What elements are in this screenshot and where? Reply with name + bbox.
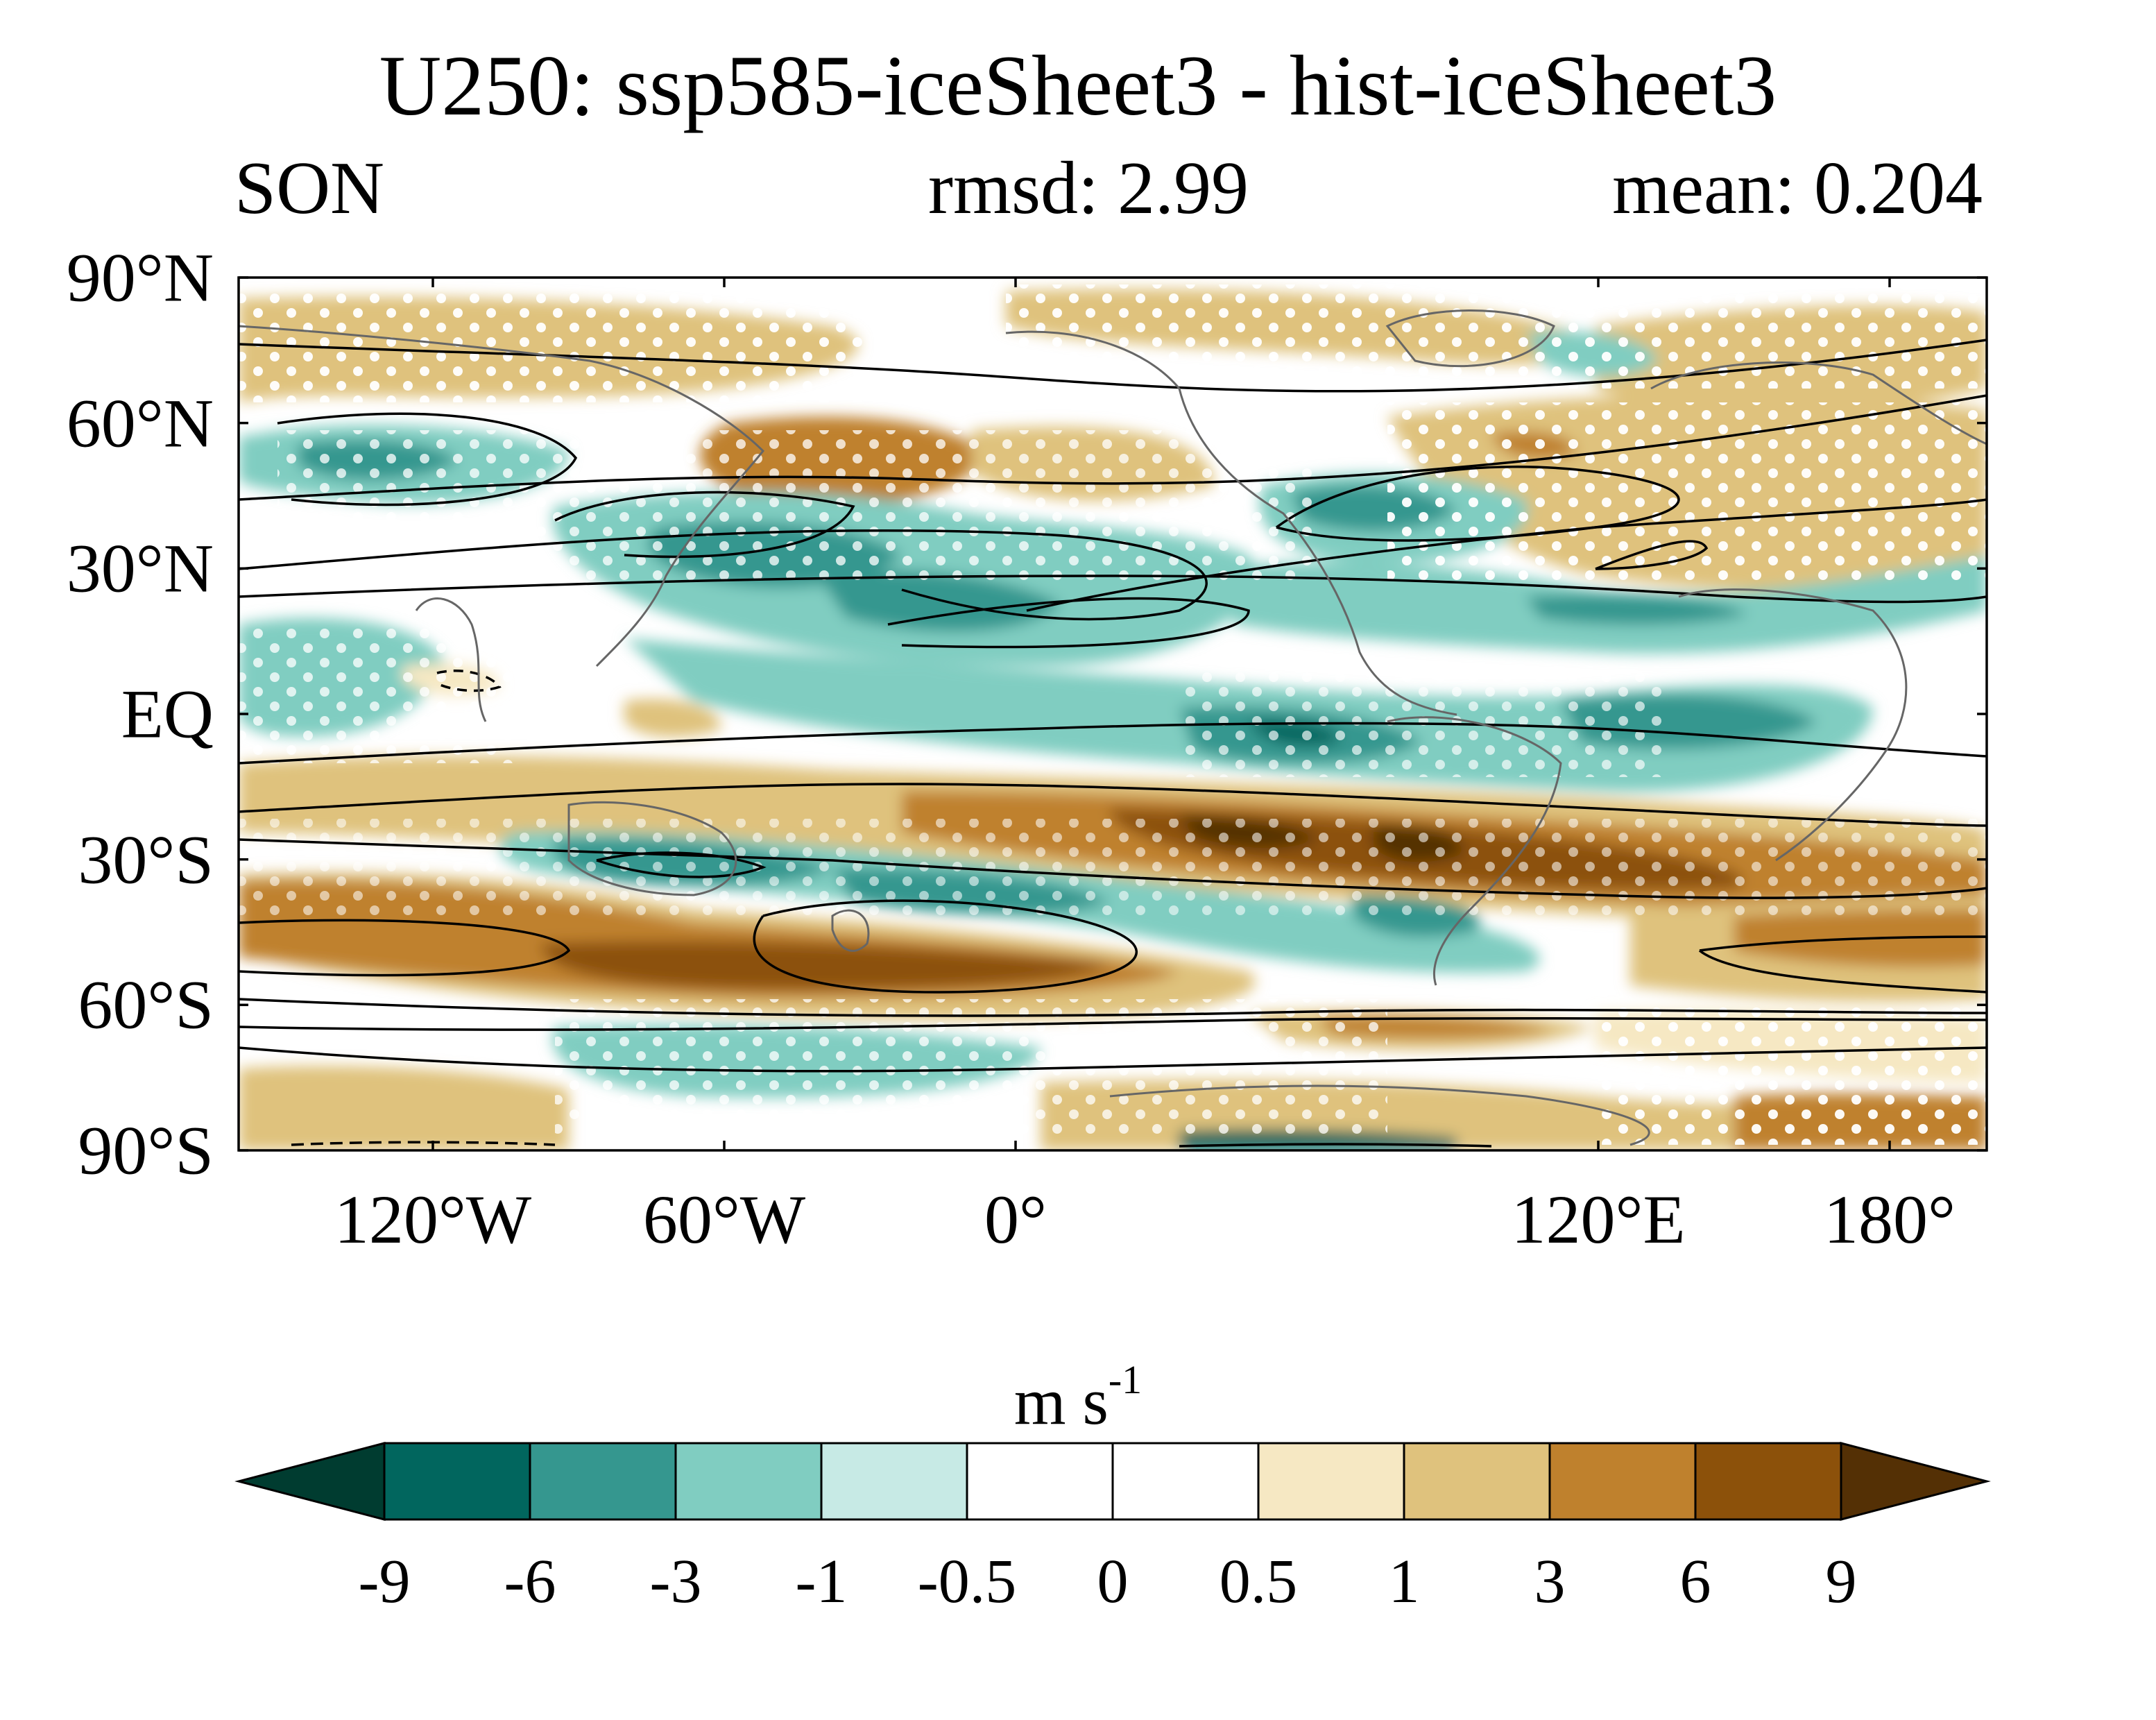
units-base: m s <box>1013 1364 1109 1438</box>
anomaly-field <box>239 278 1987 1150</box>
colorbar-tick-label: 1 <box>1388 1547 1420 1616</box>
colorbar-tick-label: -0.5 <box>917 1547 1017 1616</box>
latitude-label: 90°S <box>78 1112 214 1189</box>
colorbar-swatch <box>1403 1442 1551 1521</box>
colorbar-swatch <box>1694 1442 1842 1521</box>
longitude-label: 120°W <box>334 1181 532 1258</box>
colorbar-swatch <box>529 1442 677 1521</box>
latitude-label: 30°S <box>78 821 214 899</box>
colorbar-tick-label: -6 <box>504 1547 556 1616</box>
latitude-label: EQ <box>121 675 214 753</box>
colorbar-swatch <box>383 1442 531 1521</box>
longitude-label: 180° <box>1824 1181 1956 1258</box>
axis-ticks <box>239 276 1987 1152</box>
coastlines <box>239 309 1987 1146</box>
colorbar-tick-label: 9 <box>1825 1547 1857 1616</box>
map-title: U250: ssp585-iceSheet3 - hist-iceSheet3 <box>379 38 1777 133</box>
colorbar-swatch <box>1548 1442 1697 1521</box>
colorbar-tick-label: -9 <box>358 1547 411 1616</box>
colorbar-tick-label: -1 <box>795 1547 848 1616</box>
latitude-label: 30°N <box>66 529 214 607</box>
significance-stippling <box>239 284 1987 1145</box>
colorbar-swatch <box>1257 1442 1405 1521</box>
colorbar-tick-label: 0 <box>1097 1547 1129 1616</box>
colorbar-units: m s-1 <box>0 1360 2156 1435</box>
season-label: SON <box>234 147 385 230</box>
colorbar-tick-label: 0.5 <box>1219 1547 1298 1616</box>
colorbar-tick-label: 6 <box>1679 1547 1711 1616</box>
colorbar-swatch <box>674 1442 823 1521</box>
longitude-label: 120°E <box>1511 1181 1686 1258</box>
latitude-label: 60°N <box>66 384 214 462</box>
latitude-label: 90°N <box>66 239 214 316</box>
climatology-contours <box>239 339 1987 1148</box>
rmsd-label: rmsd: 2.99 <box>928 147 1249 230</box>
mean-label: mean: 0.204 <box>1612 147 1983 230</box>
colorbar-max-extend <box>1840 1442 1991 1521</box>
colorbar <box>234 1442 1991 1521</box>
colorbar-swatch <box>966 1442 1114 1521</box>
latitude-label: 60°S <box>78 966 214 1044</box>
colorbar-min-extend <box>234 1442 386 1521</box>
longitude-label: 60°W <box>642 1181 806 1258</box>
colorbar-tick-label: 3 <box>1534 1547 1566 1616</box>
colorbar-swatch <box>1111 1442 1260 1521</box>
colorbar-swatch <box>820 1442 968 1521</box>
longitude-label: 0° <box>984 1181 1047 1258</box>
colorbar-tick-label: -3 <box>649 1547 702 1616</box>
units-exponent: -1 <box>1108 1357 1143 1402</box>
